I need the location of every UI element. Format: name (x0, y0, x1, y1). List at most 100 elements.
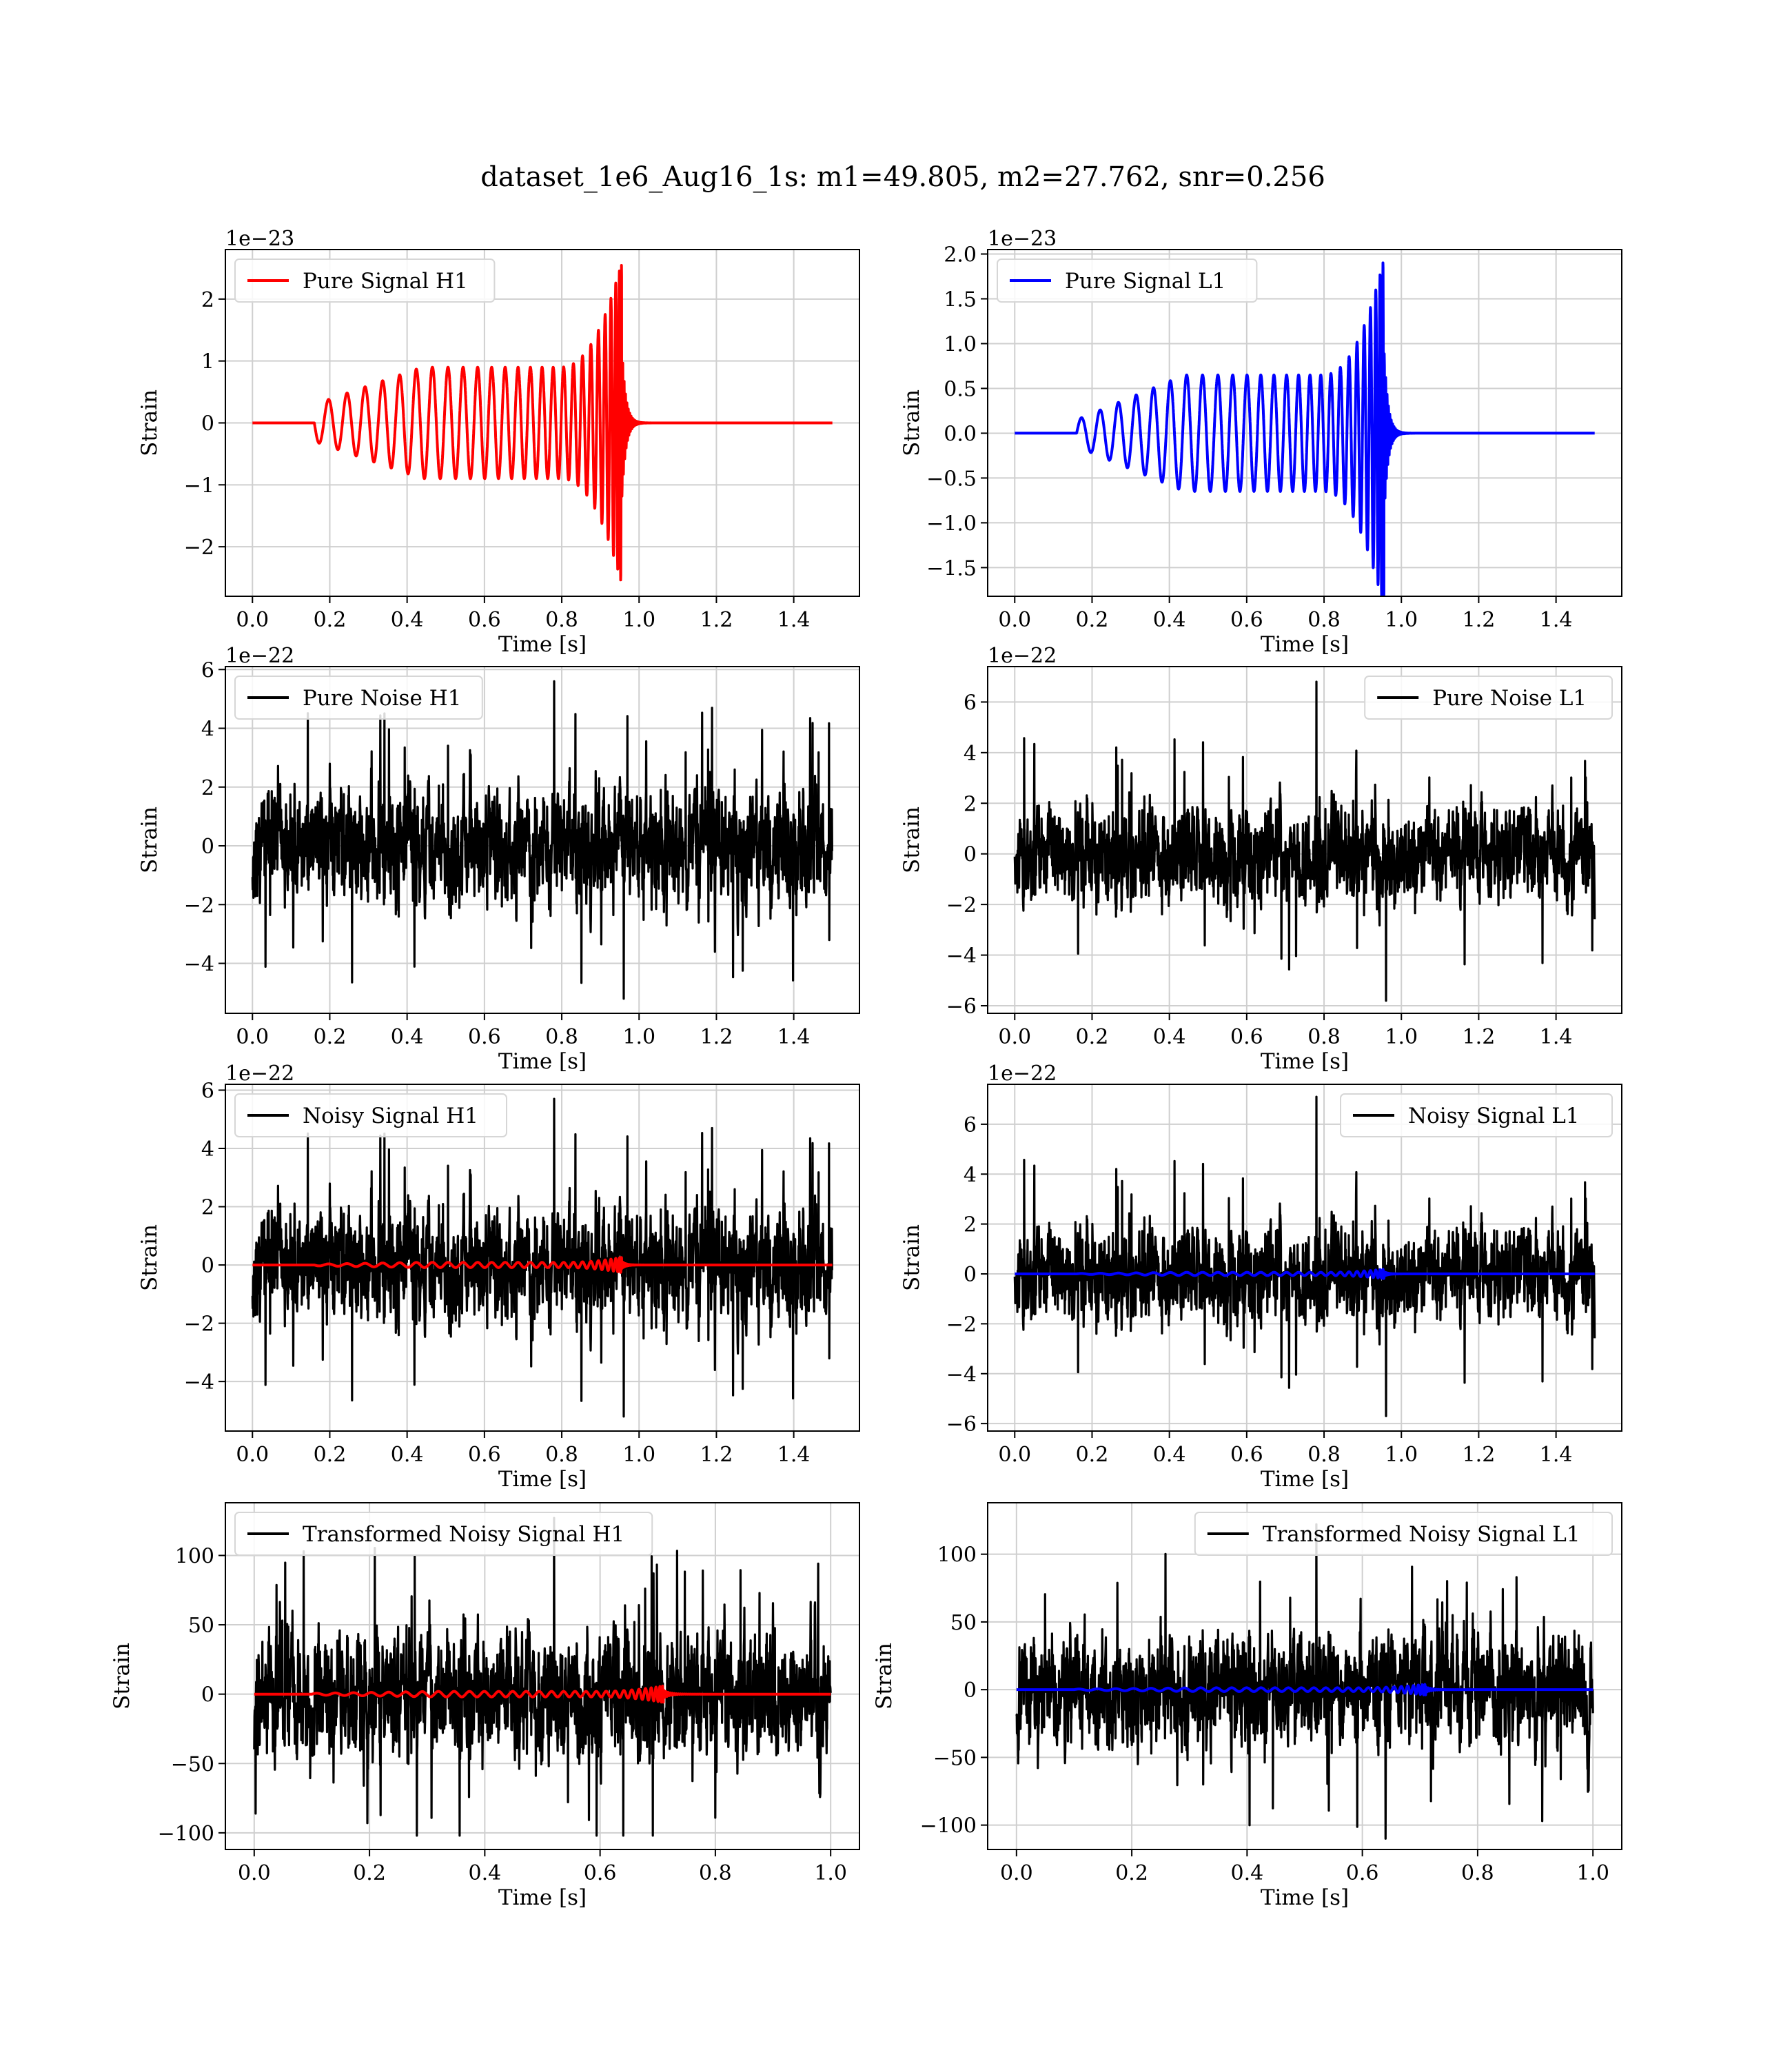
series-group (1013, 1095, 1596, 1417)
axis-offset-text: 1e−23 (988, 227, 1057, 251)
legend-frame (234, 1512, 653, 1556)
axes-frame (987, 666, 1622, 1014)
series-group (1015, 1523, 1594, 1840)
legend-label: Pure Noise L1 (1432, 686, 1587, 711)
y-tick-label: −0.5 (926, 467, 977, 491)
subplot-6: 0.0 0.2 0.4 0.6 0.8 1.0 1.2 1.4 −6 −4 −2 0 2 4 6 Time [… (899, 1062, 1622, 1492)
y-tick-label: −2 (184, 536, 214, 560)
axes-frame (987, 1502, 1622, 1850)
y-tick-label: −100 (158, 1822, 214, 1846)
x-tick-label: 0.0 (998, 608, 1031, 632)
x-tick-label: 1.4 (777, 1025, 811, 1049)
y-tick-label: −2 (946, 1312, 977, 1337)
x-tick-label: 0.2 (1076, 1025, 1109, 1049)
legend-frame (997, 258, 1258, 303)
y-axis-label: Strain (137, 1224, 162, 1291)
x-tick-label: 0.4 (469, 1861, 502, 1885)
series-line-2 (1016, 1683, 1594, 1696)
y-tick-label: 100 (175, 1544, 214, 1568)
x-tick-label: 1.0 (1576, 1861, 1609, 1885)
y-tick-label: −1 (184, 474, 214, 498)
x-tick-label: 0.0 (236, 1443, 269, 1467)
x-axis-label: Time [s] (1261, 1049, 1349, 1074)
x-tick-label: 0.8 (545, 1443, 578, 1467)
x-tick-label: 1.0 (814, 1861, 847, 1885)
x-tick-label: 0.8 (545, 608, 578, 632)
x-tick-label: 1.2 (700, 1025, 733, 1049)
y-tick-label: 4 (964, 1163, 977, 1187)
y-tick-label: 1.0 (944, 332, 977, 356)
legend-frame (1194, 1512, 1613, 1556)
x-tick-label: 0.4 (1153, 608, 1186, 632)
x-tick-label: 0.4 (391, 608, 424, 632)
series-line-2 (252, 1256, 833, 1274)
y-tick-label: 0 (964, 843, 977, 867)
y-tick-label: 4 (964, 742, 977, 766)
legend-label: Transformed Noisy Signal L1 (1263, 1522, 1580, 1547)
x-tick-label: 0.2 (314, 608, 347, 632)
x-tick-label: 1.0 (622, 1443, 655, 1467)
x-tick-label: 1.4 (1540, 608, 1573, 632)
series-group (251, 1097, 834, 1418)
legend-frame (234, 676, 483, 720)
legend-frame (1340, 1093, 1613, 1137)
x-axis-label: Time [s] (498, 1049, 587, 1074)
y-tick-label: 100 (937, 1543, 977, 1568)
x-tick-label: 0.4 (391, 1025, 424, 1049)
y-tick-label: 0 (201, 1254, 214, 1278)
y-tick-label: −1.5 (926, 556, 977, 580)
legend-label: Pure Signal H1 (303, 269, 468, 294)
legend: Noisy Signal L1 (1340, 1093, 1613, 1137)
axes-frame (987, 1084, 1622, 1432)
axes-frame (225, 1084, 860, 1432)
y-tick-label: 0.5 (944, 377, 977, 401)
x-tick-label: 1.2 (700, 608, 733, 632)
y-tick-label: 1 (201, 350, 214, 374)
x-tick-label: 1.2 (700, 1443, 733, 1467)
y-tick-label: −2 (184, 893, 214, 918)
y-tick-label: −6 (946, 995, 977, 1019)
x-tick-label: 0.2 (314, 1443, 347, 1467)
axes-frame (987, 249, 1622, 597)
x-tick-label: 1.4 (777, 1443, 811, 1467)
x-axis-label: Time [s] (1261, 1467, 1349, 1492)
x-tick-label: 0.0 (238, 1861, 271, 1885)
x-tick-label: 0.8 (1307, 608, 1341, 632)
y-tick-label: −100 (920, 1814, 977, 1838)
series-line-1 (251, 680, 834, 1000)
y-tick-label: 6 (964, 691, 977, 715)
x-tick-label: 0.2 (1076, 608, 1109, 632)
x-axis-label: Time [s] (498, 632, 587, 657)
y-tick-label: 2 (964, 1213, 977, 1237)
y-tick-label: 0 (201, 412, 214, 436)
x-tick-label: 0.0 (1000, 1861, 1033, 1885)
y-tick-label: 4 (201, 718, 214, 742)
y-tick-label: 0 (201, 835, 214, 859)
y-tick-label: 2 (201, 288, 214, 312)
legend-label: Pure Signal L1 (1065, 269, 1225, 294)
axis-offset-text: 1e−22 (988, 1062, 1057, 1086)
series-line-2 (254, 1684, 831, 1704)
x-tick-label: 0.2 (1115, 1861, 1148, 1885)
legend-label: Noisy Signal H1 (303, 1104, 478, 1128)
series-group (253, 1517, 832, 1837)
x-tick-label: 0.6 (1230, 1443, 1263, 1467)
y-tick-label: −4 (184, 953, 214, 977)
legend-label: Noisy Signal L1 (1408, 1104, 1580, 1128)
subplot-3: 0.0 0.2 0.4 0.6 0.8 1.0 1.2 1.4 −4 −2 0 2 4 6 Time [s]… (137, 644, 860, 1074)
y-tick-label: 2 (964, 792, 977, 816)
series-line-1 (1013, 1095, 1596, 1417)
y-tick-label: 50 (950, 1611, 977, 1635)
x-tick-label: 0.0 (998, 1025, 1031, 1049)
x-tick-label: 1.2 (1463, 608, 1496, 632)
axes-frame (225, 1502, 860, 1850)
y-axis-label: Strain (872, 1643, 897, 1710)
legend: Pure Noise L1 (1364, 676, 1613, 720)
legend: Transformed Noisy Signal H1 (234, 1512, 653, 1556)
x-tick-label: 1.4 (1540, 1443, 1573, 1467)
y-tick-label: 6 (964, 1113, 977, 1137)
legend: Pure Signal L1 (997, 258, 1258, 303)
legend: Transformed Noisy Signal L1 (1194, 1512, 1613, 1556)
x-tick-label: 0.6 (1230, 1025, 1263, 1049)
